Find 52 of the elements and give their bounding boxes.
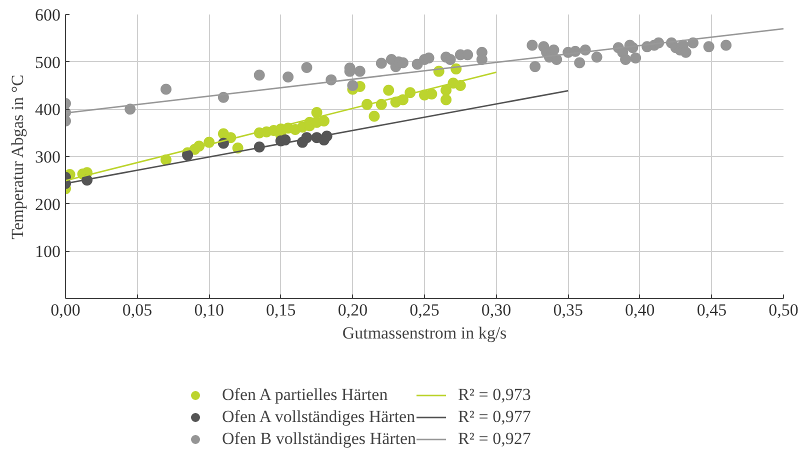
x-tick-label: 0,15	[266, 300, 296, 320]
point	[548, 44, 560, 56]
point	[703, 41, 714, 52]
point	[160, 84, 172, 95]
point	[530, 61, 541, 72]
x-tick-label: 0,45	[696, 300, 727, 320]
x-tick-label: 0,30	[481, 300, 512, 320]
point	[182, 150, 194, 161]
point	[354, 66, 366, 77]
x-tick-label: 0,20	[338, 300, 368, 320]
y-tick-label: 300	[35, 148, 60, 166]
point	[620, 54, 632, 65]
point	[440, 94, 452, 106]
legend-label: Ofen A vollständiges Härten	[222, 406, 416, 428]
point	[720, 40, 732, 51]
point	[574, 57, 586, 68]
point	[444, 54, 456, 65]
legend-label: R² = 0,973	[458, 384, 531, 406]
legend-label: R² = 0,927	[458, 428, 531, 450]
x-tick-label: 0,00	[50, 300, 80, 320]
point	[318, 116, 330, 126]
point	[282, 71, 294, 82]
point	[526, 40, 538, 51]
y-axis-title: Temperatur Abgas in °C	[8, 74, 27, 240]
y-tick-label: 600	[35, 6, 60, 24]
point	[630, 52, 642, 64]
y-tick-label: 200	[35, 194, 60, 214]
point	[347, 80, 358, 91]
legend-label: Ofen B vollständiges Härten	[222, 428, 416, 450]
point	[383, 84, 394, 96]
point	[368, 110, 380, 122]
y-tick-label: 400	[35, 100, 60, 120]
x-tick-label: 0,35	[553, 300, 583, 320]
point	[301, 62, 312, 74]
point	[254, 70, 265, 81]
point	[551, 54, 562, 65]
y-tick-label: 100	[35, 242, 60, 262]
x-tick-label: 0,10	[194, 300, 224, 320]
x-tick-label: 0,05	[122, 300, 152, 320]
x-tick-label: 0,40	[625, 300, 655, 320]
x-tick-label: 0,50	[768, 300, 798, 320]
point	[591, 52, 602, 63]
legend-label: R² = 0,977	[458, 406, 531, 428]
point	[311, 106, 322, 118]
legend-label: Ofen A partielles Härten	[222, 384, 388, 406]
point	[454, 80, 466, 91]
point	[680, 46, 692, 58]
y-tick-label: 500	[35, 52, 60, 72]
point	[426, 88, 438, 100]
point	[376, 58, 387, 69]
x-axis-title: Gutmassenstrom in kg/s	[342, 324, 507, 342]
x-tick-label: 0,25	[410, 300, 440, 320]
